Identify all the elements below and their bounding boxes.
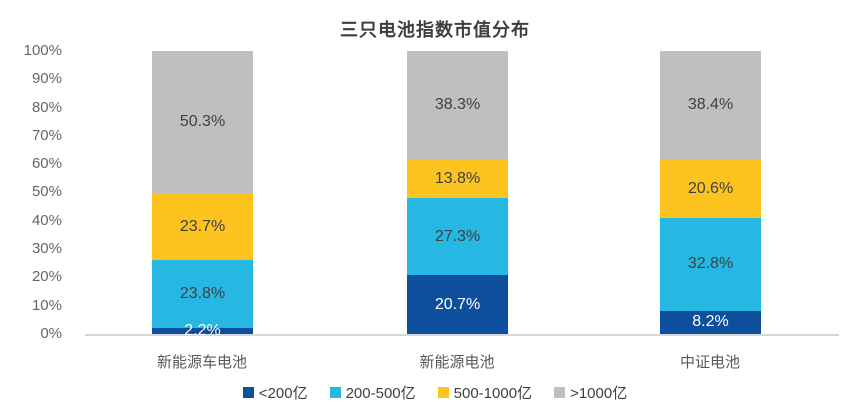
y-axis-tick-label: 10% <box>31 297 62 314</box>
segment-label: 50.3% <box>179 113 226 131</box>
legend-swatch-icon <box>437 387 449 398</box>
y-axis-tick-label: 30% <box>31 240 62 257</box>
legend-swatch-icon <box>242 387 254 398</box>
bar-segment-500-1000: 13.8% <box>407 159 508 199</box>
segment-label: 13.8% <box>434 169 481 187</box>
legend-label: >1000亿 <box>570 385 628 402</box>
segment-label: 20.7% <box>434 295 481 313</box>
bar-segment-lt200: 8.2% <box>660 310 761 334</box>
y-axis-tick-label: 100% <box>23 42 62 59</box>
y-axis-tick-label: 80% <box>31 99 62 116</box>
bar-segment-200-500: 32.8% <box>660 217 761 311</box>
legend-item: >1000亿 <box>554 382 627 403</box>
legend-item: 200-500亿 <box>329 382 416 403</box>
y-axis-tick-label: 90% <box>31 70 62 87</box>
y-axis-tick-label: 60% <box>31 155 62 172</box>
legend-item: 500-1000亿 <box>437 382 533 403</box>
segment-label: 23.8% <box>179 285 226 303</box>
segment-label: 27.3% <box>434 227 481 245</box>
bar-segment-lt200: 20.7% <box>407 275 508 334</box>
legend-swatch-icon <box>329 387 341 398</box>
y-axis-tick-label: 50% <box>31 183 62 200</box>
bar-stack-xinnengyuanche: 2.2% 23.8% 23.7% 50.3% <box>152 51 253 339</box>
legend-label: 200-500亿 <box>345 385 416 402</box>
x-axis-label: 新能源电池 <box>419 354 495 371</box>
segment-label: 2.2% <box>184 321 221 339</box>
segment-label: 20.6% <box>687 179 734 197</box>
chart-legend: <200亿 200-500亿 500-1000亿 >1000亿 <box>85 382 785 403</box>
y-axis-tick-label: 0% <box>40 325 62 342</box>
segment-label: 38.3% <box>434 96 481 114</box>
chart-title: 三只电池指数市值分布 <box>340 20 530 40</box>
bar-segment-500-1000: 23.7% <box>152 193 253 261</box>
bar-segment-200-500: 23.8% <box>152 260 253 328</box>
bar-stack-xinnengyuan: 20.7% 27.3% 13.8% 38.3% <box>407 50 508 334</box>
segment-label: 23.7% <box>179 217 226 235</box>
legend-item: <200亿 <box>242 382 308 403</box>
bar-segment-200-500: 27.3% <box>407 198 508 276</box>
legend-swatch-icon <box>554 387 566 398</box>
bar-segment-gt1000: 50.3% <box>152 51 253 194</box>
segment-label: 38.4% <box>687 96 734 114</box>
y-axis-tick-label: 40% <box>31 212 62 229</box>
y-axis-tick-label: 70% <box>31 127 62 144</box>
bar-segment-gt1000: 38.3% <box>407 50 508 160</box>
legend-label: 500-1000亿 <box>453 385 533 402</box>
legend-label: <200亿 <box>258 385 308 402</box>
x-axis-label: 新能源车电池 <box>156 354 247 371</box>
bar-stack-zhongzheng: 8.2% 32.8% 20.6% 38.4% <box>660 51 761 334</box>
x-axis-line <box>85 334 839 336</box>
segment-label: 32.8% <box>687 255 734 273</box>
bar-segment-lt200: 2.2% <box>152 322 253 339</box>
x-axis-label: 中证电池 <box>679 354 740 371</box>
segment-label: 8.2% <box>692 313 729 331</box>
y-axis-tick-label: 20% <box>31 268 62 285</box>
bar-segment-500-1000: 20.6% <box>660 159 761 218</box>
bar-segment-gt1000: 38.4% <box>660 51 761 160</box>
